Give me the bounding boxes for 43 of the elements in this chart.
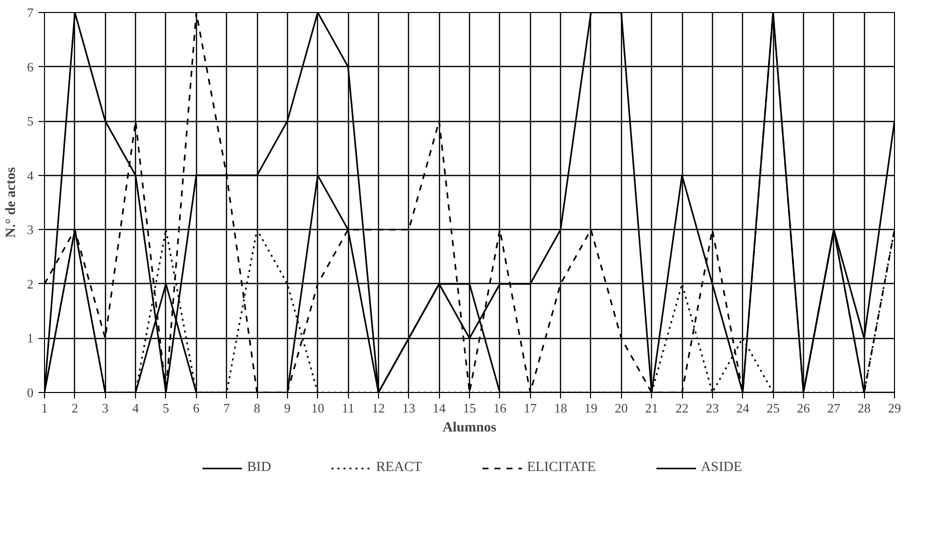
legend-label: BID	[246, 460, 272, 476]
y-axis-title: N.° de actos	[4, 166, 19, 238]
x-tick-label: 15	[463, 400, 476, 416]
x-tick-label: 22	[676, 400, 688, 416]
x-tick-label: 8	[254, 400, 260, 416]
y-tick-label: 0	[27, 385, 34, 400]
x-axis-title: Alumnos	[442, 420, 497, 436]
x-tick-label: 3	[102, 400, 108, 416]
legend-label: ASIDE	[700, 460, 742, 476]
x-tick-label: 19	[584, 400, 598, 416]
legend-label: ELICITATE	[526, 460, 596, 476]
x-tick-label: 29	[888, 400, 901, 416]
y-tick-label: 4	[27, 168, 34, 183]
x-tick-label: 10	[311, 400, 324, 416]
y-tick-label: 2	[27, 276, 34, 292]
x-tick-label: 24	[736, 400, 750, 416]
x-tick-label: 13	[402, 400, 416, 416]
x-tick-label: 18	[554, 400, 568, 416]
x-tick-label: 2	[72, 400, 78, 416]
x-tick-label: 7	[223, 400, 230, 416]
x-tick-label: 1	[41, 400, 48, 416]
legend-label: REACT	[376, 460, 422, 476]
x-tick-label: 16	[493, 400, 507, 416]
y-tick-label: 6	[27, 59, 34, 74]
x-tick-label: 14	[432, 400, 446, 416]
x-tick-label: 6	[193, 400, 200, 416]
y-tick-label: 1	[27, 330, 34, 346]
y-tick-label: 5	[27, 114, 34, 129]
x-tick-label: 25	[766, 400, 780, 416]
x-tick-label: 12	[372, 400, 385, 416]
x-tick-label: 21	[645, 400, 658, 416]
x-tick-label: 4	[132, 400, 140, 416]
x-tick-label: 11	[342, 400, 354, 416]
x-tick-label: 27	[827, 400, 841, 416]
x-tick-label: 20	[614, 400, 628, 416]
x-tick-label: 26	[796, 400, 810, 416]
x-tick-label: 17	[524, 400, 538, 416]
x-tick-label: 9	[284, 400, 291, 416]
x-tick-label: 23	[706, 400, 719, 416]
y-tick-label: 7	[27, 5, 34, 20]
x-tick-label: 28	[858, 400, 871, 416]
y-tick-label: 3	[27, 222, 34, 238]
x-tick-label: 5	[162, 400, 170, 416]
